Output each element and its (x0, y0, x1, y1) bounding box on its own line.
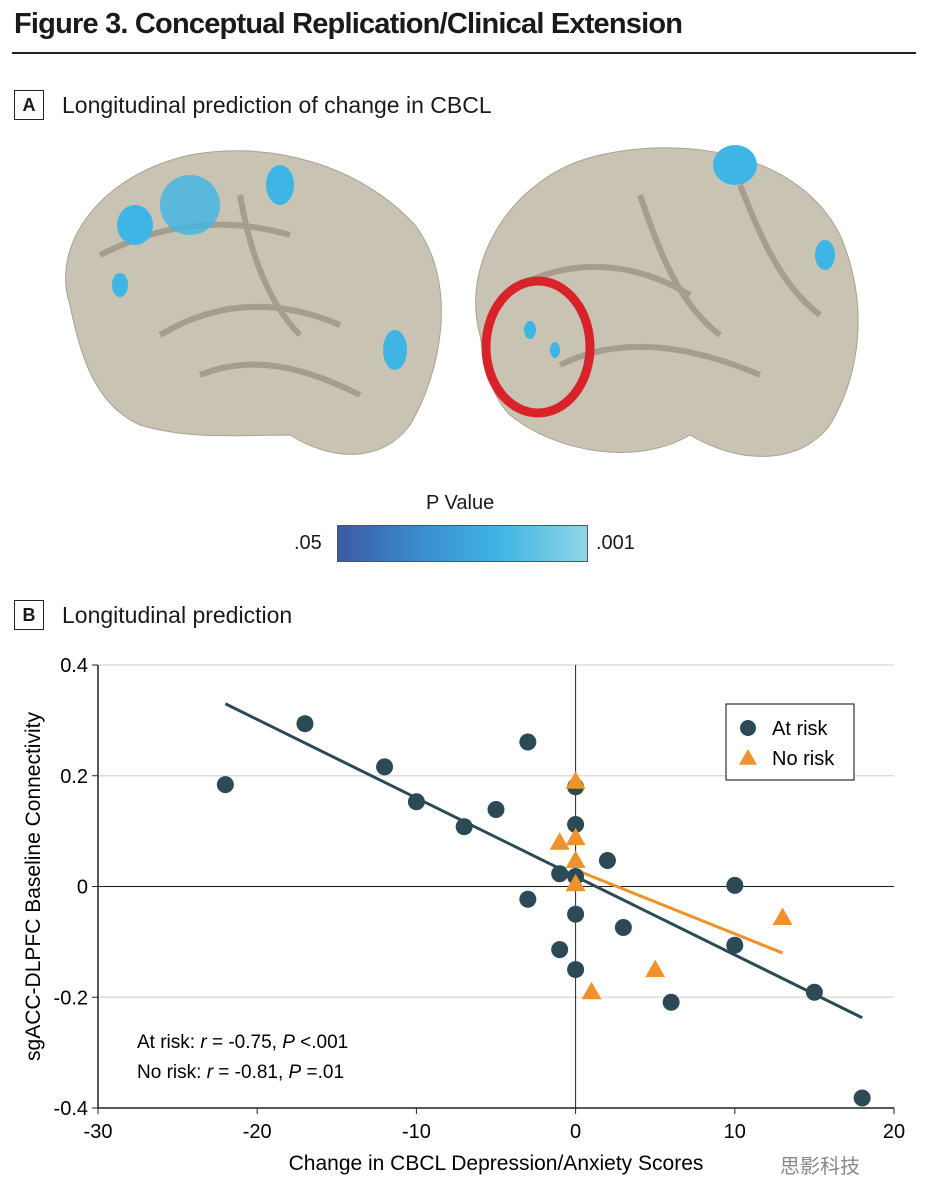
x-tick-label: 20 (883, 1121, 905, 1143)
scatter-chart: -0.4 -0.2 0 0.2 0.4 -30 -20 -10 0 10 20 Change in C… (22, 655, 905, 1175)
data-point-at-risk (614, 918, 632, 936)
panel-b-header: B Longitudinal prediction (14, 600, 292, 630)
panel-a-letter: A (14, 90, 44, 120)
data-point-at-risk (598, 851, 616, 869)
data-point-at-risk (296, 715, 314, 733)
data-point-at-risk (567, 905, 585, 923)
x-tick-label: -30 (84, 1121, 113, 1143)
panel-a-header: A Longitudinal prediction of change in C… (14, 90, 492, 120)
data-point-at-risk (551, 865, 569, 883)
x-tick-label: -20 (243, 1121, 272, 1143)
stat-annotation: At risk: r = -0.75, P <.001 (137, 1032, 348, 1053)
legend-marker-no-risk (739, 749, 757, 765)
data-point-at-risk (216, 776, 234, 794)
y-tick-label: -0.2 (54, 987, 88, 1009)
y-axis-label: sgACC-DLPFC Baseline Connectivity (22, 712, 45, 1061)
pvalue-colorbar (337, 525, 588, 562)
data-point-no-risk (565, 771, 586, 789)
x-tick-label: 0 (570, 1121, 581, 1143)
y-tick-label: 0.2 (60, 766, 88, 788)
data-point-at-risk (567, 961, 585, 979)
panel-b-label: Longitudinal prediction (62, 601, 293, 628)
pvalue-title: P Value (426, 492, 495, 514)
data-point-at-risk (519, 733, 537, 751)
brain-surface-images (65, 145, 859, 457)
y-tick-label: -0.4 (54, 1098, 88, 1120)
panel-a-label: Longitudinal prediction of change in CBC… (62, 91, 492, 118)
legend-label: At risk (772, 718, 829, 740)
data-point-at-risk (551, 941, 569, 959)
highlight-circle (481, 276, 595, 418)
pvalue-low-label: .05 (294, 532, 322, 554)
y-tick-label: 0 (77, 877, 88, 899)
data-point-at-risk (662, 993, 680, 1011)
data-point-at-risk (726, 876, 744, 894)
data-point-no-risk (581, 981, 602, 1000)
data-point-at-risk (376, 758, 394, 776)
data-point-no-risk (772, 907, 793, 926)
legend-label: No risk (772, 748, 835, 770)
data-point-at-risk (726, 936, 744, 954)
data-point-at-risk (519, 890, 537, 908)
legend-marker-at-risk (740, 720, 756, 736)
right-hemisphere (475, 145, 859, 457)
data-point-at-risk (455, 818, 473, 836)
stat-annotation: No risk: r = -0.81, P =.01 (137, 1062, 344, 1083)
data-point-at-risk (487, 801, 505, 819)
pvalue-high-label: .001 (596, 532, 635, 554)
x-tick-label: -10 (402, 1121, 431, 1143)
title-rule (12, 52, 916, 54)
data-point-at-risk (853, 1089, 871, 1107)
watermark: 思影科技 (780, 1156, 860, 1178)
left-hemisphere (65, 150, 442, 455)
fit-line-no-risk (575, 868, 784, 955)
fit-line-at-risk (224, 702, 863, 1020)
data-point-no-risk (565, 850, 586, 868)
data-point-no-risk (565, 827, 586, 846)
panel-b-letter: B (14, 600, 44, 630)
y-tick-label: 0.4 (60, 655, 88, 677)
data-point-no-risk (565, 873, 586, 892)
figure-title: Figure 3. Conceptual Replication/Clinica… (14, 8, 683, 40)
data-point-at-risk (805, 983, 823, 1001)
x-tick-label: 10 (724, 1121, 746, 1143)
legend-box (725, 703, 855, 781)
data-point-no-risk (549, 832, 570, 850)
data-point-at-risk (567, 815, 585, 833)
data-point-at-risk (407, 793, 425, 811)
x-axis-label: Change in CBCL Depression/Anxiety Scores (289, 1152, 704, 1175)
data-point-no-risk (645, 959, 666, 978)
